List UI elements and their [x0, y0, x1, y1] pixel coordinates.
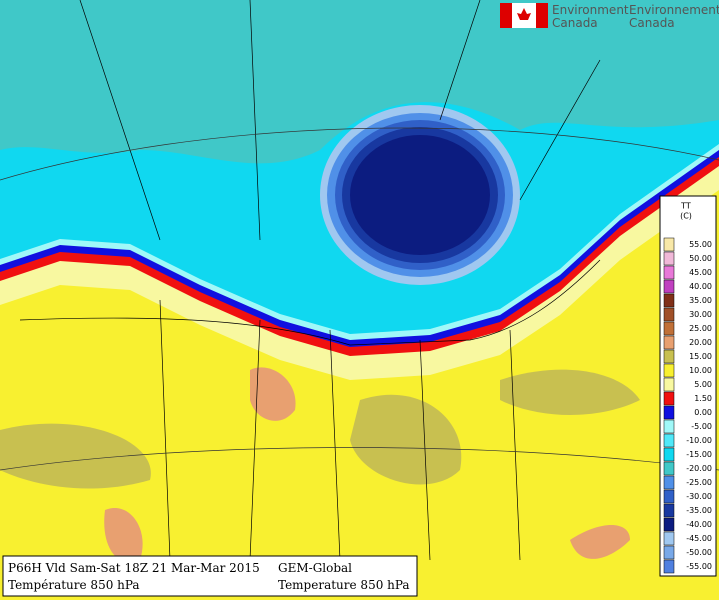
legend-swatch: [663, 405, 675, 420]
legend-label: 25.00: [689, 324, 712, 333]
legend-label: -35.00: [686, 506, 712, 515]
legend-label: 20.00: [689, 338, 712, 347]
border-line: [159, 299, 521, 561]
legend-swatch: [663, 545, 675, 560]
legend-swatch: [663, 279, 675, 294]
legend-swatch: [663, 391, 675, 406]
legend-label: -40.00: [686, 520, 712, 529]
legend-label: 55.00: [689, 240, 712, 249]
temperature-bands: [0, 0, 719, 380]
legend-swatch: [663, 517, 675, 532]
legend-swatch: [663, 475, 675, 490]
olive-patch: [500, 369, 640, 415]
legend-label: 15.00: [689, 352, 712, 361]
legend-swatch: [663, 377, 675, 392]
legend-label: -55.00: [686, 562, 712, 571]
flag-bar: [500, 3, 512, 28]
agency-header: Environment Environnement Canada Canada: [500, 3, 719, 30]
legend-swatch: [663, 293, 675, 308]
legend-swatch: [663, 349, 675, 364]
legend-label: -25.00: [686, 478, 712, 487]
flag-bar: [536, 3, 548, 28]
borders: [0, 0, 719, 561]
footer: P66H Vld Sam-Sat 18Z 21 Mar-Mar 2015 Tem…: [2, 555, 418, 597]
legend-label: 1.50: [694, 394, 712, 403]
field-text: Temperature 850 hPa: [278, 578, 410, 592]
olive-patch: [350, 394, 462, 485]
legend-swatch: [663, 531, 675, 546]
legend-unit: (C): [680, 212, 692, 221]
warm-patch: [104, 508, 143, 563]
legend-swatch: [663, 489, 675, 504]
legend-swatch: [663, 321, 675, 336]
agency-text: Environment: [552, 3, 629, 17]
grid-line: [0, 127, 719, 471]
legend-swatch: [663, 433, 675, 448]
legend-swatch: [663, 251, 675, 266]
legend-label: -15.00: [686, 450, 712, 459]
run-text: P66H Vld Sam-Sat 18Z 21 Mar-Mar 2015: [8, 561, 260, 575]
legend-swatch: [663, 307, 675, 322]
warm-patch: [250, 367, 296, 421]
footer-box: [2, 555, 418, 597]
legend-label: -20.00: [686, 464, 712, 473]
legend-label: 40.00: [689, 282, 712, 291]
cold-core: [350, 135, 490, 255]
maple-leaf: [517, 8, 531, 20]
legend-swatch: [663, 461, 675, 476]
legend-swatch: [663, 503, 675, 518]
legend-label: 35.00: [689, 296, 712, 305]
field-text: Température 850 hPa: [8, 578, 140, 592]
legend-label: -30.00: [686, 492, 712, 501]
legend-swatch: [663, 265, 675, 280]
legend-title: TT: [680, 202, 691, 211]
olive-patch: [0, 423, 151, 489]
agency-text: Canada: [629, 16, 675, 30]
legend-swatch: [663, 363, 675, 378]
legend-swatch: [663, 335, 675, 350]
legend-label: 30.00: [689, 310, 712, 319]
warm-patch: [570, 525, 630, 559]
legend-label: 0.00: [694, 408, 712, 417]
legend-label: -5.00: [691, 422, 712, 431]
legend-label: 5.00: [694, 380, 712, 389]
model-text: GEM-Global: [278, 561, 352, 575]
agency-text: Canada: [552, 16, 598, 30]
legend-label: -50.00: [686, 548, 712, 557]
legend-swatch: [663, 559, 675, 574]
legend: TT (C) 55.00 50.00 45.00 40.00 35.00 30.00 25.…: [659, 195, 717, 577]
legend-label: 45.00: [689, 268, 712, 277]
legend-label: 10.00: [689, 366, 712, 375]
legend-swatch: [663, 237, 675, 252]
border-line: [79, 0, 601, 241]
legend-swatch: [663, 419, 675, 434]
agency-text: Environnement: [629, 3, 719, 17]
border-line: [19, 259, 601, 346]
legend-label: -45.00: [686, 534, 712, 543]
legend-label: -10.00: [686, 436, 712, 445]
legend-label: 50.00: [689, 254, 712, 263]
teal-region: [0, 0, 719, 164]
legend-swatch: [663, 447, 675, 462]
